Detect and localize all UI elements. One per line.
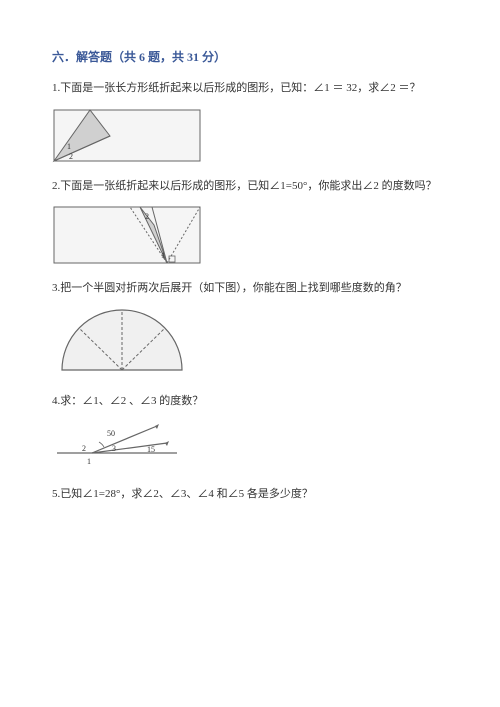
figure-2: 2 1 — [52, 205, 448, 265]
figure-3 — [52, 308, 448, 378]
question-4-text: 4.求：∠1、∠2 、∠3 的度数？ — [52, 392, 448, 411]
question-1: 1.下面是一张长方形纸折起来以后形成的图形，已知：∠1 ＝ 32，求∠2 ＝？ … — [52, 79, 448, 163]
fig2-label-1: 1 — [161, 251, 165, 260]
fig4-label-3: 3 — [112, 444, 116, 453]
question-1-text: 1.下面是一张长方形纸折起来以后形成的图形，已知：∠1 ＝ 32，求∠2 ＝？ — [52, 79, 448, 98]
fig1-label-1: 1 — [67, 142, 71, 151]
fig4-label-15: 15 — [147, 445, 155, 454]
fig4-label-50: 50 — [107, 429, 115, 438]
fig2-label-2: 2 — [145, 212, 149, 221]
question-2: 2.下面是一张纸折起来以后形成的图形，已知∠1=50°，你能求出∠2 的度数吗？… — [52, 177, 448, 266]
question-2-text: 2.下面是一张纸折起来以后形成的图形，已知∠1=50°，你能求出∠2 的度数吗？ — [52, 177, 448, 196]
figure-4: 50 2 3 1 15 — [52, 421, 448, 471]
question-3-text: 3.把一个半圆对折两次后展开（如下图），你能在图上找到哪些度数的角？ — [52, 279, 448, 298]
fig4-label-2: 2 — [82, 444, 86, 453]
question-4: 4.求：∠1、∠2 、∠3 的度数？ 50 2 3 1 15 — [52, 392, 448, 471]
figure-1: 1 2 — [52, 108, 448, 163]
fig4-label-1: 1 — [87, 457, 91, 466]
section-header: 六．解答题（共 6 题，共 31 分） — [52, 48, 448, 65]
fig1-label-2: 2 — [69, 152, 73, 161]
question-5-text: 5.已知∠1=28°，求∠2、∠3、∠4 和∠5 各是多少度？ — [52, 485, 448, 504]
question-3: 3.把一个半圆对折两次后展开（如下图），你能在图上找到哪些度数的角？ — [52, 279, 448, 378]
question-5: 5.已知∠1=28°，求∠2、∠3、∠4 和∠5 各是多少度？ — [52, 485, 448, 504]
